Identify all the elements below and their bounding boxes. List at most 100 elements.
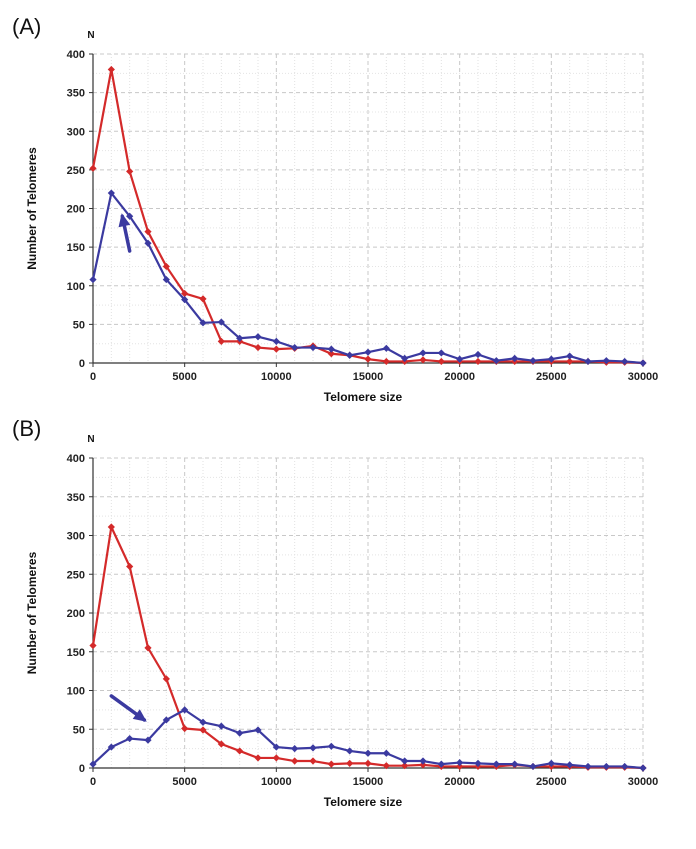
panel-b-blue-series-point xyxy=(547,759,555,767)
panel-b-red-series-point xyxy=(89,641,97,650)
panel-a-blue-series-point xyxy=(456,355,464,363)
panel-b-red-series-point xyxy=(419,761,427,769)
panel-a-blue-series-point xyxy=(529,357,537,365)
panel-b-red-series-point xyxy=(364,759,372,767)
panel-b-red-series-point xyxy=(107,523,115,531)
panel-a-x-tick-label: 30000 xyxy=(628,371,659,383)
panel-a-red-series-point xyxy=(89,164,97,172)
panel-a-x-tick-label: 20000 xyxy=(444,371,475,383)
panel-b-red-series-point xyxy=(346,759,354,767)
panel-b-blue-series-point xyxy=(199,718,207,726)
panel-a-blue-series-point xyxy=(126,212,134,220)
panel-b-y-axis-title: Number of Telomeres xyxy=(25,551,39,674)
panel-b-blue-series-point xyxy=(364,749,372,757)
panel-b-y-tick-label: 250 xyxy=(67,569,85,581)
panel-a-red-series-point xyxy=(419,356,427,364)
panel-b-blue-series-point xyxy=(181,706,189,714)
panel-b-blue-series-point xyxy=(89,760,97,768)
panel-b-blue-series-point xyxy=(254,726,262,734)
panel-a-x-tick-label: 15000 xyxy=(353,371,384,383)
panel-b-red-series-point xyxy=(217,740,225,748)
panel-b-x-tick-label: 10000 xyxy=(261,776,292,788)
panel-a-blue-series-point xyxy=(162,275,170,284)
panel-b-blue-series-point xyxy=(511,760,519,768)
panel-a-blue-series-point xyxy=(272,337,280,345)
panel-b-blue-series-point xyxy=(456,758,464,767)
panel-a-blue-series-point xyxy=(511,354,519,362)
panel-label-b: (B) xyxy=(12,416,42,441)
panel-b-x-tick-label: 0 xyxy=(90,776,96,788)
panel-a-y-tick-label: 250 xyxy=(67,165,85,177)
panel-b-blue-series-point xyxy=(437,760,445,768)
panel-a-blue-series-point xyxy=(584,357,592,366)
panel-b-y-tick-label: 100 xyxy=(67,686,85,698)
panel-b-x-tick-label: 15000 xyxy=(353,776,384,788)
panel-a-red-series-point xyxy=(254,343,262,352)
panel-a-red-series-point xyxy=(364,355,372,363)
panel-b-blue-series-point xyxy=(602,762,610,771)
panel-a-red-series-point xyxy=(162,262,170,271)
panel-a-blue-series-point xyxy=(382,344,390,352)
panel-b-y-tick-label: 350 xyxy=(67,492,85,504)
panel-b-blue-series-point xyxy=(236,729,244,737)
panel-a-blue-series-point xyxy=(217,318,225,326)
panel-a-blue-series-point xyxy=(547,355,555,363)
panel-b-blue-series-point xyxy=(492,760,500,768)
panel-b-blue-series-point xyxy=(621,762,629,771)
panel-a-y-tick-label: 350 xyxy=(67,88,85,100)
panel-a-blue-series-point xyxy=(474,350,482,359)
panel-b-y-tick-label: 200 xyxy=(67,608,85,620)
panel-a-blue-series-point xyxy=(566,352,574,360)
panel-b-y-tick-label: 50 xyxy=(73,724,85,736)
panel-b-red-series-point xyxy=(236,747,244,755)
panel-b-blue-series-point xyxy=(419,757,427,765)
panel-b-blue-series-point xyxy=(291,745,299,753)
panel-b-red-series-point xyxy=(401,762,409,770)
panel-a-arrow-head xyxy=(118,213,131,228)
panel-a-x-tick-label: 25000 xyxy=(536,371,567,383)
panel-b-blue-series-point xyxy=(474,759,482,767)
panel-b-red-series-point xyxy=(162,675,170,683)
panel-a-red-series-point xyxy=(181,289,189,298)
panel-a-y-unit: N xyxy=(87,30,94,41)
panel-b-red-series-point xyxy=(382,762,390,770)
panel-b-x-tick-label: 30000 xyxy=(628,776,659,788)
panel-a-red-series-point xyxy=(566,357,574,366)
panel-a-red-series-point xyxy=(382,357,390,366)
panel-a-red-series-point xyxy=(126,167,134,176)
panel-a-blue-series-point xyxy=(437,349,445,357)
panel-a-y-tick-label: 400 xyxy=(67,49,85,61)
panel-b-y-tick-label: 0 xyxy=(79,763,85,775)
panel-a-blue-series-point xyxy=(364,348,372,356)
panel-a-red-series-point xyxy=(199,295,207,303)
panel-a-red-series-point xyxy=(474,357,482,366)
panel-b-x-tick-label: 5000 xyxy=(172,776,196,788)
panel-b-arrow-head xyxy=(132,709,147,722)
panel-a-y-tick-label: 0 xyxy=(79,358,85,370)
panel-b-red-series-point xyxy=(327,760,335,768)
panel-label-a: (A) xyxy=(12,14,42,39)
panel-a-blue-series-point xyxy=(492,357,500,365)
panel-a-red-series-point xyxy=(437,357,445,366)
panel-a-x-tick-label: 5000 xyxy=(172,371,196,383)
panel-a-blue-series-point xyxy=(639,359,647,367)
panel-b-red-series-point xyxy=(272,754,280,762)
panel-b-red-series-point xyxy=(309,757,317,765)
panel-b-blue-series-point xyxy=(327,742,335,750)
panel-b-red-series-point xyxy=(126,562,134,571)
panel-b-x-axis-title: Telomere size xyxy=(324,795,403,809)
panel-a-blue-series-point xyxy=(89,275,97,284)
panel-a-y-tick-label: 50 xyxy=(73,319,85,331)
panel-b-x-tick-label: 25000 xyxy=(536,776,567,788)
panel-a-blue-series-point xyxy=(327,345,335,353)
panel-b-blue-series-point xyxy=(162,716,170,724)
panel-a-blue-series-point xyxy=(401,354,409,362)
panel-b-y-tick-label: 300 xyxy=(67,531,85,543)
panel-a-blue-series-point xyxy=(144,239,152,247)
panel-b-blue-series-point xyxy=(566,761,574,769)
panel-b-y-tick-label: 150 xyxy=(67,647,85,659)
panel-a-y-axis-title: Number of Telomeres xyxy=(25,147,39,270)
panel-a-y-tick-label: 150 xyxy=(67,242,85,254)
panel-b-blue-series-point xyxy=(217,722,225,730)
